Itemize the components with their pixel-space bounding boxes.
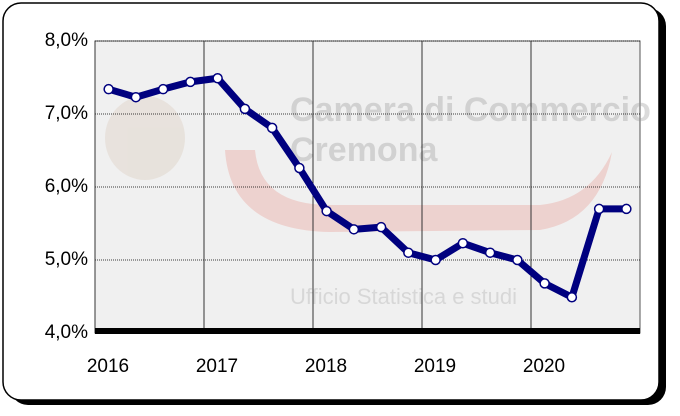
watermark-text: Cremona <box>290 131 438 169</box>
marker <box>375 221 387 233</box>
watermark-logo <box>105 96 185 180</box>
marker <box>266 122 278 134</box>
x-tick-label: 2019 <box>414 356 456 377</box>
watermark-text: Camera di Commercio <box>290 91 651 129</box>
marker <box>348 224 360 235</box>
marker <box>130 91 142 103</box>
marker <box>157 83 169 95</box>
marker <box>430 254 441 266</box>
marker <box>321 205 332 217</box>
x-tick-label: 2020 <box>523 356 565 377</box>
marker <box>239 103 251 115</box>
y-tick-label: 8,0% <box>45 30 88 51</box>
y-tick-label: 5,0% <box>45 249 88 270</box>
marker <box>593 203 605 215</box>
y-tick-label: 6,0% <box>45 176 88 197</box>
axis-base <box>95 328 640 334</box>
x-tick-label: 2017 <box>196 356 238 377</box>
marker <box>103 83 114 95</box>
marker <box>512 254 523 266</box>
x-tick-label: 2018 <box>305 356 347 377</box>
y-tick-label: 7,0% <box>45 103 88 124</box>
watermark-subtitle: Ufficio Statistica e studi <box>290 284 517 309</box>
marker <box>457 237 469 249</box>
marker <box>185 76 196 88</box>
marker <box>294 162 305 174</box>
marker <box>621 203 632 215</box>
x-tick-label: 2016 <box>87 356 129 377</box>
y-tick-label: 4,0% <box>45 322 88 343</box>
marker <box>539 278 550 289</box>
marker <box>566 291 578 303</box>
marker <box>212 72 223 84</box>
marker <box>484 247 496 258</box>
marker <box>403 247 414 258</box>
